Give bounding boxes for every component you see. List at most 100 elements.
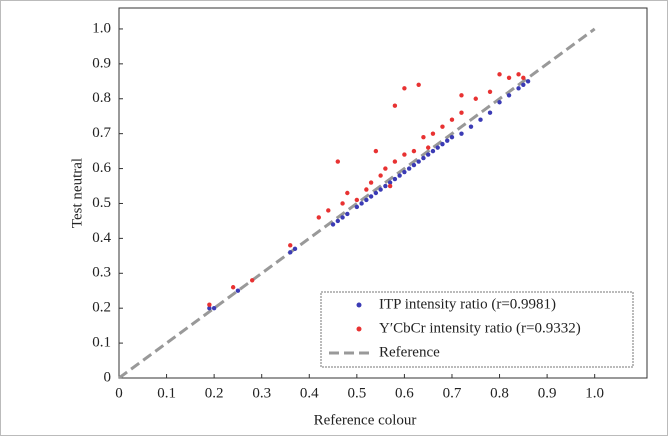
scatter-point — [373, 190, 379, 196]
scatter-point — [440, 141, 445, 147]
scatter-point — [416, 159, 421, 164]
scatter-point — [288, 243, 293, 248]
scatter-point — [459, 93, 464, 98]
scatter-point — [497, 72, 502, 77]
scatter-point — [378, 187, 383, 192]
x-tick-label: 0.1 — [157, 385, 176, 401]
scatter-point — [387, 180, 393, 185]
scatter-point — [459, 110, 464, 115]
scatter-point — [402, 152, 407, 157]
y-tick-label: 0.2 — [92, 300, 111, 316]
scatter-point — [425, 152, 431, 157]
scatter-point — [378, 173, 383, 178]
scatter-point — [207, 305, 212, 311]
y-tick-label: 1.0 — [92, 20, 111, 36]
x-tick-label: 0.6 — [395, 385, 414, 401]
scatter-point — [345, 190, 350, 196]
x-axis-label: Reference colour — [314, 412, 417, 428]
scatter-point — [421, 155, 426, 161]
legend-label: Y′CbCr intensity ratio (r=0.9332) — [379, 320, 581, 336]
scatter-point — [402, 86, 407, 91]
scatter-point — [340, 201, 345, 206]
scatter-point — [392, 103, 398, 108]
y-tick-label: 0.1 — [92, 335, 111, 351]
scatter-point — [383, 166, 388, 171]
reference-line — [118, 27, 596, 380]
y-tick-label: 0.5 — [92, 195, 111, 211]
y-tick-label: 0.4 — [92, 230, 111, 246]
x-tick-label: 0.2 — [205, 385, 224, 401]
scatter-point — [354, 197, 360, 203]
scatter-point — [335, 159, 341, 164]
y-tick-label: 0.9 — [92, 55, 111, 71]
scatter-point — [387, 183, 393, 189]
scatter-point — [449, 117, 455, 122]
plot-frame — [118, 7, 648, 379]
scatter-point — [411, 162, 417, 168]
scatter-point — [335, 218, 341, 224]
scatter-point — [416, 82, 421, 87]
scatter-point — [506, 93, 512, 98]
scatter-point — [521, 75, 526, 81]
scatter-point — [525, 79, 531, 84]
scatter-point — [397, 173, 402, 178]
scatter-point — [445, 138, 450, 143]
x-tick-label: 0.7 — [443, 385, 462, 401]
scatter-point — [330, 222, 336, 227]
scatter-point — [368, 194, 374, 199]
scatter-point — [473, 96, 478, 101]
scatter-point — [326, 208, 331, 213]
scatter-point — [364, 197, 369, 203]
x-tick-label: 0.3 — [252, 385, 271, 401]
scatter-point — [440, 124, 445, 129]
scatter-point — [364, 187, 369, 192]
scatter-point — [211, 305, 217, 311]
scatter-point — [340, 215, 345, 220]
y-tick-label: 0.7 — [92, 125, 111, 141]
x-tick-label: 0.5 — [347, 385, 366, 401]
scatter-point — [435, 145, 440, 150]
legend-label: ITP intensity ratio (r=0.9981) — [379, 296, 556, 312]
y-tick-label: 0.6 — [92, 160, 111, 176]
scatter-point — [411, 148, 417, 154]
scatter-point — [497, 100, 502, 105]
scatter-point — [316, 215, 321, 220]
scatter-point — [402, 169, 407, 175]
scatter-point — [425, 145, 431, 150]
legend-marker — [356, 326, 362, 332]
scatter-point — [373, 148, 379, 154]
scatter-point — [516, 86, 521, 91]
scatter-point — [392, 176, 398, 182]
scatter-point — [430, 131, 436, 136]
scatter-point — [421, 134, 426, 140]
scatter-point — [487, 110, 493, 115]
scatter-point — [521, 82, 526, 87]
scatter-point — [207, 302, 212, 307]
scatter-point — [288, 250, 293, 255]
scatter-point — [392, 159, 398, 164]
scatter-point — [368, 180, 374, 185]
scatter-point — [383, 183, 388, 189]
y-tick-label: 0.3 — [92, 265, 111, 281]
scatter-point — [430, 148, 436, 154]
y-axis-label: Test neutral — [69, 158, 85, 228]
scatter-point — [230, 285, 236, 290]
legend-label: Reference — [379, 344, 440, 360]
x-tick-label: 0.9 — [538, 385, 557, 401]
scatter-point — [506, 75, 512, 81]
scatter-point — [235, 288, 241, 293]
scatter-point — [487, 89, 493, 94]
scatter-point — [354, 204, 360, 210]
y-tick-label: 0.8 — [92, 90, 111, 106]
x-tick-label: 1.0 — [585, 385, 604, 401]
scatter-point — [249, 278, 255, 283]
scatter-point — [406, 166, 412, 171]
x-tick-label: 0.8 — [490, 385, 509, 401]
scatter-point — [345, 211, 350, 217]
scatter-point — [292, 246, 298, 252]
scatter-point — [449, 134, 455, 140]
scatter-point — [478, 117, 483, 122]
scatter-point — [359, 201, 364, 206]
y-tick-label: 0 — [104, 369, 112, 385]
